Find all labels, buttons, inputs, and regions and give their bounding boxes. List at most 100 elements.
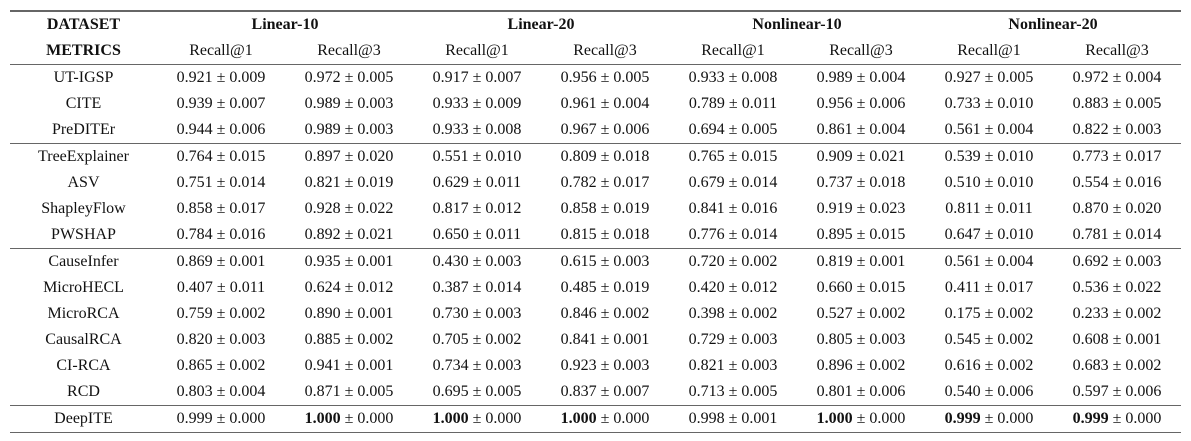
table-row: PWSHAP 0.784 ± 0.016 0.892 ± 0.021 0.650 ± …: [10, 222, 1181, 249]
table-header: DATASET Linear-10 Linear-20 Nonlinear-10 No…: [10, 10, 1181, 65]
result-cell: 0.510 ± 0.010: [944, 174, 1034, 191]
result-cell: 0.933 ± 0.008: [432, 121, 522, 138]
column-group: Linear-20: [413, 10, 669, 38]
result-cell: 0.861 ± 0.004: [816, 121, 906, 138]
result-cell: 0.933 ± 0.008: [669, 64, 797, 91]
result-cell: 0.999 ± 0.000: [1053, 405, 1181, 433]
result-cell: 0.892 ± 0.021: [304, 226, 394, 243]
result-cell: 0.420 ± 0.012: [688, 279, 778, 296]
result-cell: 0.909 ± 0.021: [797, 143, 925, 170]
method-name: UT-IGSP: [10, 64, 157, 91]
result-cell: 0.972 ± 0.004: [1053, 64, 1181, 91]
result-cell: 0.561 ± 0.004: [925, 248, 1053, 275]
result-cell: 0.919 ± 0.023: [816, 200, 906, 217]
result-cell: 0.430 ± 0.003: [413, 248, 541, 275]
column-group: Nonlinear-20: [925, 10, 1181, 38]
result-cell: 0.961 ± 0.004: [560, 95, 650, 112]
result-cell: 0.545 ± 0.002: [944, 331, 1034, 348]
dataset-label: DATASET: [10, 10, 157, 38]
result-cell: 0.897 ± 0.020: [285, 143, 413, 170]
table-row: MicroRCA 0.759 ± 0.002 0.890 ± 0.001 0.730 …: [10, 301, 1181, 327]
metric-label: Recall@1: [413, 38, 541, 65]
result-cell: 0.821 ± 0.003: [688, 357, 778, 374]
result-cell: 0.928 ± 0.022: [304, 200, 394, 217]
result-cell: 1.000 ± 0.000: [285, 405, 413, 433]
result-cell: 0.821 ± 0.019: [304, 174, 394, 191]
result-cell: 0.927 ± 0.005: [925, 64, 1053, 91]
method-name: CITE: [65, 95, 102, 112]
result-cell: 0.846 ± 0.002: [560, 305, 650, 322]
method-name: MicroHECL: [43, 279, 124, 296]
result-cell: 0.935 ± 0.001: [285, 248, 413, 275]
result-cell: 0.972 ± 0.005: [285, 64, 413, 91]
result-cell: 0.789 ± 0.011: [688, 95, 778, 112]
result-cell: 0.865 ± 0.002: [176, 357, 266, 374]
result-cell: 0.692 ± 0.003: [1053, 248, 1181, 275]
result-cell: 0.683 ± 0.002: [1072, 357, 1162, 374]
result-cell: 0.536 ± 0.022: [1072, 279, 1162, 296]
result-cell: 0.551 ± 0.010: [413, 143, 541, 170]
method-name: MicroRCA: [47, 305, 120, 322]
result-cell: 0.871 ± 0.005: [304, 383, 394, 400]
result-cell: 0.398 ± 0.002: [688, 305, 778, 322]
table-row: CITE 0.939 ± 0.007 0.989 ± 0.003 0.933 ± 0.…: [10, 91, 1181, 117]
result-cell: 0.759 ± 0.002: [176, 305, 266, 322]
result-cell: 0.561 ± 0.004: [944, 121, 1034, 138]
result-cell: 0.820 ± 0.003: [176, 331, 266, 348]
result-cell: 0.597 ± 0.006: [1072, 383, 1162, 400]
result-cell: 0.660 ± 0.015: [816, 279, 906, 296]
best-value: 1.000: [304, 410, 341, 427]
result-cell: 0.917 ± 0.007: [413, 64, 541, 91]
result-cell: 0.733 ± 0.010: [944, 95, 1034, 112]
result-cell: 0.921 ± 0.009: [157, 64, 285, 91]
result-cell: 0.811 ± 0.011: [945, 200, 1033, 217]
result-cell: 0.933 ± 0.009: [432, 95, 522, 112]
method-name: DeepITE: [10, 405, 157, 433]
result-cell: 0.729 ± 0.003: [688, 331, 778, 348]
result-cell: 0.554 ± 0.016: [1072, 174, 1162, 191]
metric-label: Recall@3: [1053, 38, 1181, 65]
result-cell: 0.801 ± 0.006: [816, 383, 906, 400]
result-cell: 0.629 ± 0.011: [432, 174, 522, 191]
result-cell: 1.000 ± 0.000: [541, 405, 669, 433]
result-cell: 0.387 ± 0.014: [432, 279, 522, 296]
metric-label: Recall@1: [925, 38, 1053, 65]
table-body: UT-IGSP 0.921 ± 0.009 0.972 ± 0.005 0.917 ±…: [10, 64, 1181, 433]
result-cell: 0.883 ± 0.005: [1072, 95, 1162, 112]
result-cell: 0.764 ± 0.015: [157, 143, 285, 170]
result-cell: 0.695 ± 0.005: [432, 383, 522, 400]
result-cell: 0.705 ± 0.002: [432, 331, 522, 348]
result-cell: 0.616 ± 0.002: [944, 357, 1034, 374]
result-cell: 0.737 ± 0.018: [816, 174, 906, 191]
result-cell: 0.858 ± 0.019: [560, 200, 650, 217]
result-cell: 0.751 ± 0.014: [176, 174, 266, 191]
result-cell: 0.720 ± 0.002: [669, 248, 797, 275]
result-cell: 0.734 ± 0.003: [432, 357, 522, 374]
result-cell: 0.841 ± 0.016: [688, 200, 778, 217]
result-cell: 0.647 ± 0.010: [944, 226, 1034, 243]
best-value: 1.000: [816, 410, 853, 427]
result-cell: 0.773 ± 0.017: [1053, 143, 1181, 170]
result-cell: 0.999 ± 0.000: [925, 405, 1053, 433]
result-cell: 0.781 ± 0.014: [1072, 226, 1162, 243]
result-cell: 0.822 ± 0.003: [1072, 121, 1162, 138]
table-row: PreDITEr 0.944 ± 0.006 0.989 ± 0.003 0.933 …: [10, 117, 1181, 144]
result-cell: 0.956 ± 0.005: [541, 64, 669, 91]
result-cell: 0.694 ± 0.005: [688, 121, 778, 138]
result-cell: 0.815 ± 0.018: [560, 226, 650, 243]
table-row: CI-RCA 0.865 ± 0.002 0.941 ± 0.001 0.734 ± …: [10, 353, 1181, 379]
method-name: PreDITEr: [51, 121, 116, 138]
result-cell: 0.817 ± 0.012: [432, 200, 522, 217]
result-cell: 0.233 ± 0.002: [1072, 305, 1162, 322]
result-cell: 0.895 ± 0.015: [816, 226, 906, 243]
metric-label: Recall@1: [669, 38, 797, 65]
result-cell: 0.608 ± 0.001: [1072, 331, 1162, 348]
table-row: RCD 0.803 ± 0.004 0.871 ± 0.005 0.695 ± 0.0…: [10, 379, 1181, 406]
metric-label: Recall@3: [797, 38, 925, 65]
result-cell: 0.411 ± 0.017: [944, 279, 1034, 296]
result-cell: 1.000 ± 0.000: [413, 405, 541, 433]
result-cell: 0.624 ± 0.012: [304, 279, 394, 296]
result-cell: 0.713 ± 0.005: [688, 383, 778, 400]
column-group: Linear-10: [157, 10, 413, 38]
result-cell: 0.999 ± 0.000: [157, 405, 285, 433]
